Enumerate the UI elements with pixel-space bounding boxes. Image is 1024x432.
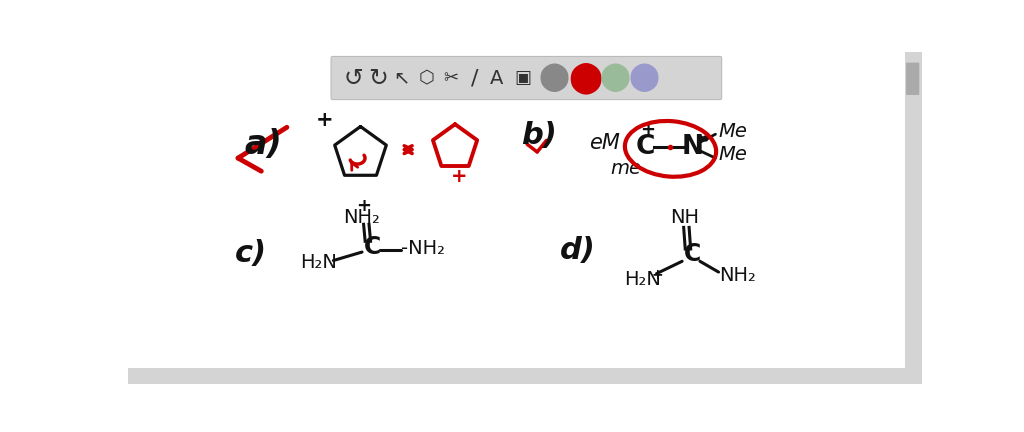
Text: a): a) — [245, 128, 283, 161]
Text: ✂: ✂ — [443, 69, 459, 87]
Text: -NH₂: -NH₂ — [400, 239, 444, 258]
Text: ⬤: ⬤ — [629, 64, 659, 92]
Text: ↺: ↺ — [344, 66, 364, 90]
Text: NH₂: NH₂ — [344, 208, 381, 227]
Text: ⬤: ⬤ — [599, 64, 630, 92]
Text: me: me — [610, 159, 641, 178]
Text: NH: NH — [670, 208, 699, 227]
Bar — [128, 368, 905, 384]
Text: Me: Me — [719, 122, 748, 141]
Text: b): b) — [521, 121, 557, 149]
Text: H₂N: H₂N — [624, 270, 660, 289]
Text: ⬡: ⬡ — [419, 69, 434, 87]
FancyBboxPatch shape — [906, 63, 920, 95]
Text: /: / — [471, 68, 478, 88]
Text: ▣: ▣ — [515, 69, 531, 87]
Text: eM: eM — [589, 133, 620, 152]
Text: ↻: ↻ — [368, 66, 387, 90]
Text: A: A — [490, 69, 504, 88]
Text: Me: Me — [719, 145, 748, 164]
Text: +: + — [640, 121, 654, 139]
Bar — [905, 52, 922, 384]
Text: NH₂: NH₂ — [719, 266, 756, 285]
Text: ↖: ↖ — [393, 69, 410, 88]
Text: +: + — [451, 167, 467, 186]
FancyBboxPatch shape — [331, 57, 722, 100]
Text: +: + — [651, 268, 663, 282]
Text: ⬤: ⬤ — [568, 62, 602, 94]
Text: C: C — [684, 242, 700, 267]
Text: +: + — [315, 110, 333, 130]
Text: c): c) — [234, 239, 266, 268]
Text: ⬤: ⬤ — [539, 64, 569, 92]
Text: C: C — [636, 134, 655, 160]
Text: +: + — [356, 197, 371, 215]
Text: H₂N: H₂N — [300, 253, 337, 272]
Text: N: N — [681, 133, 703, 159]
Text: C: C — [364, 235, 381, 259]
Text: d): d) — [559, 236, 595, 265]
